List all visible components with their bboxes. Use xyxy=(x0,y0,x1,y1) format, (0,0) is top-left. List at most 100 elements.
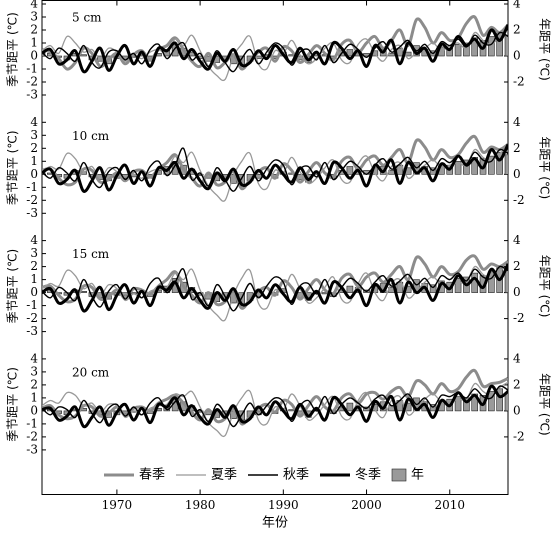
annual-bar xyxy=(454,161,462,175)
y2-tick-label: 0 xyxy=(513,403,521,417)
y2-axis-title: 年距平 (℃) xyxy=(538,18,552,81)
annual-bar xyxy=(346,49,354,57)
y-tick-label: 1 xyxy=(30,154,38,168)
x-tick-label: 2000 xyxy=(351,498,382,512)
y2-tick-label: 4 xyxy=(513,233,521,247)
annual-bar xyxy=(346,402,354,412)
y-tick-label: -1 xyxy=(26,416,38,430)
annual-bar xyxy=(388,53,395,57)
annual-bar xyxy=(454,43,462,57)
annual-bar xyxy=(346,166,354,175)
y2-tick-label: -2 xyxy=(513,193,525,207)
annual-bar xyxy=(346,285,354,293)
y-tick-label: -1 xyxy=(26,180,38,194)
y-tick-label: 0 xyxy=(30,285,38,299)
y2-tick-label: 2 xyxy=(513,377,521,391)
annual-bar xyxy=(454,277,462,293)
y2-tick-label: 2 xyxy=(513,259,521,273)
y2-tick-label: 4 xyxy=(513,115,521,129)
panel-plot xyxy=(42,134,508,202)
y-tick-label: 2 xyxy=(30,23,38,37)
y-tick-label: -1 xyxy=(26,62,38,76)
annual-bar xyxy=(396,164,404,175)
y-tick-label: 4 xyxy=(30,115,38,129)
y2-axis-title: 年距平 (℃) xyxy=(538,136,552,199)
y-tick-label: 2 xyxy=(30,141,38,155)
y2-tick-label: 0 xyxy=(513,285,521,299)
x-tick-label: 1970 xyxy=(102,498,133,512)
y-tick-label: -3 xyxy=(26,442,38,456)
y-tick-label: 3 xyxy=(30,364,38,378)
y-tick-label: 3 xyxy=(30,246,38,260)
y2-tick-label: 0 xyxy=(513,49,521,63)
y-tick-label: -3 xyxy=(26,324,38,338)
y-tick-label: 1 xyxy=(30,36,38,50)
annual-bar xyxy=(488,36,495,57)
annual-bar xyxy=(496,151,503,175)
legend-label: 夏季 xyxy=(211,468,237,483)
y-tick-label: 4 xyxy=(30,351,38,365)
season-line xyxy=(42,24,508,74)
annual-bar xyxy=(504,270,508,293)
y2-tick-label: 4 xyxy=(513,351,521,365)
annual-bar xyxy=(488,391,495,412)
y-tick-label: -1 xyxy=(26,298,38,312)
x-tick-label: 2010 xyxy=(434,498,465,512)
y-tick-label: -2 xyxy=(26,311,38,325)
y-tick-label: -2 xyxy=(26,75,38,89)
y-tick-label: 3 xyxy=(30,128,38,142)
y2-tick-label: 0 xyxy=(513,167,521,181)
y-tick-label: -2 xyxy=(26,193,38,207)
y2-axis-title: 年距平 (℃) xyxy=(538,255,552,318)
x-tick-label: 1990 xyxy=(268,498,299,512)
legend-label: 秋季 xyxy=(283,468,309,483)
y-tick-label: -3 xyxy=(26,206,38,220)
season-line xyxy=(42,384,508,429)
y-tick-label: 2 xyxy=(30,377,38,391)
y2-tick-label: 2 xyxy=(513,23,521,37)
y-tick-label: 1 xyxy=(30,272,38,286)
panel-label: 15 cm xyxy=(72,247,110,261)
y-tick-label: 0 xyxy=(30,167,38,181)
annual-bar xyxy=(454,396,462,412)
y2-tick-label: -2 xyxy=(513,75,525,89)
y-tick-label: 4 xyxy=(30,233,38,247)
panel-label: 10 cm xyxy=(72,129,110,143)
annual-bar xyxy=(504,392,508,412)
y-tick-label: 4 xyxy=(30,0,38,11)
annual-bar xyxy=(488,155,495,175)
season-line xyxy=(42,143,508,193)
y-tick-label: 3 xyxy=(30,10,38,24)
season-line xyxy=(42,263,508,313)
y-axis-title: 季节距平 (℃) xyxy=(6,367,20,442)
y2-tick-label: 2 xyxy=(513,141,521,155)
annual-bar xyxy=(488,271,495,293)
panel-plot xyxy=(42,15,508,82)
x-axis-title: 年份 xyxy=(262,516,288,531)
panel-plot xyxy=(42,254,508,322)
legend-label: 春季 xyxy=(139,468,165,483)
y-axis-title: 季节距平 (℃) xyxy=(6,130,20,205)
y-tick-label: 1 xyxy=(30,390,38,404)
panel-plot xyxy=(42,368,508,438)
annual-bar xyxy=(463,159,470,175)
annual-bar xyxy=(80,54,87,57)
y-tick-label: 0 xyxy=(30,403,38,417)
y-tick-label: 2 xyxy=(30,259,38,273)
annual-bar xyxy=(463,42,470,57)
y2-tick-label: -2 xyxy=(513,311,525,325)
annual-bar xyxy=(429,284,437,293)
annual-bar xyxy=(504,34,508,57)
y2-tick-label: 4 xyxy=(513,0,521,11)
y2-axis-title: 年距平 (℃) xyxy=(538,373,552,436)
y-tick-label: 0 xyxy=(30,49,38,63)
y-axis-title: 季节距平 (℃) xyxy=(6,12,20,87)
y-axis-title: 季节距平 (℃) xyxy=(6,249,20,324)
plot-frame xyxy=(41,0,509,495)
legend-label: 冬季 xyxy=(355,467,381,483)
annual-bar xyxy=(504,154,508,175)
legend-label: 年 xyxy=(411,468,424,483)
annual-bar xyxy=(255,55,262,59)
legend-swatch xyxy=(391,468,407,482)
